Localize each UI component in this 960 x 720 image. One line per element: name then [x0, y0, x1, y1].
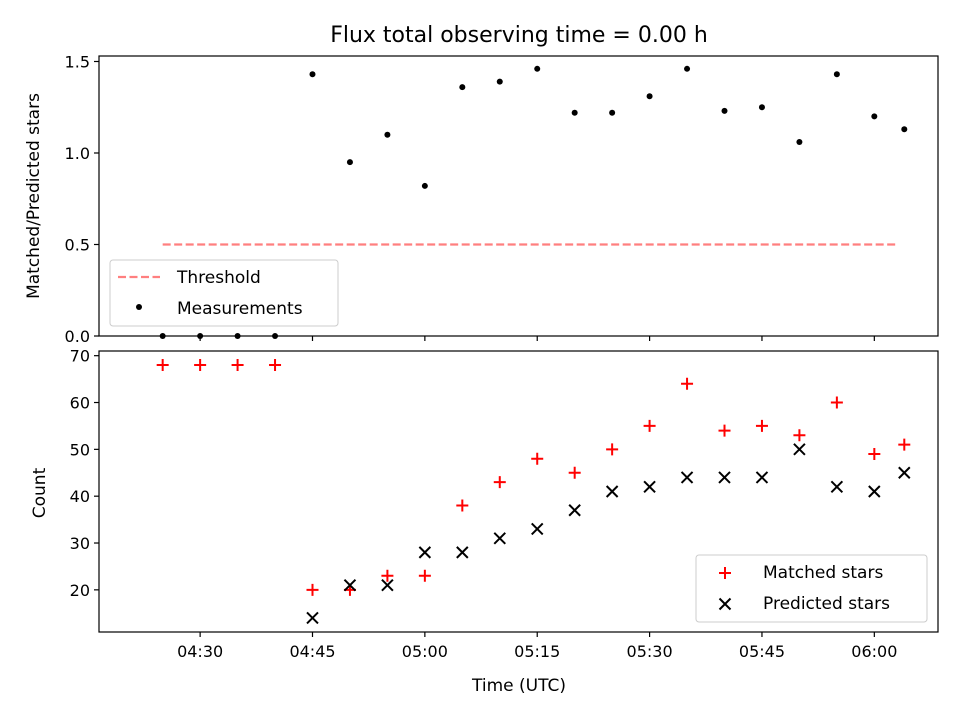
- matched-star-marker: [755, 419, 768, 432]
- measurement-point: [346, 159, 353, 166]
- measurement-point: [421, 182, 428, 189]
- predicted-star-marker: [343, 578, 357, 592]
- matched-star-marker: [381, 569, 394, 582]
- matched-star-marker: [718, 424, 731, 437]
- predicted-star-marker: [868, 485, 881, 498]
- measurement-point: [384, 131, 391, 138]
- legend-measurements-label: Measurements: [177, 299, 303, 319]
- predicted-star-marker: [531, 522, 544, 536]
- matched-star-marker: [830, 396, 843, 409]
- top-ytick-label: 1.5: [65, 52, 90, 71]
- bottom-xtick-label: 05:30: [627, 642, 673, 661]
- legend-predicted-label: Predicted stars: [763, 594, 890, 614]
- legend-threshold-label: Threshold: [176, 268, 261, 288]
- top-ytick-label: 0.0: [65, 327, 90, 346]
- top-ytick-label: 1.0: [65, 144, 90, 163]
- predicted-star-marker: [755, 471, 769, 484]
- bottom-legend-box: [695, 554, 928, 623]
- top-ylabel: Matched/Predicted stars: [24, 93, 44, 299]
- bottom-ytick-label: 70: [70, 347, 90, 366]
- legend-matched-swatch: [719, 567, 731, 579]
- predicted-star-marker: [643, 480, 656, 494]
- bottom-ytick-label: 30: [70, 534, 90, 553]
- bottom-axes-frame: [98, 350, 939, 633]
- matched-star-marker: [269, 359, 282, 372]
- bottom-xtick-label: 04:30: [177, 642, 223, 661]
- measurement-point: [609, 109, 616, 116]
- matched-star-marker: [531, 452, 544, 465]
- matched-star-marker: [898, 438, 911, 451]
- bottom-xlabel: Time (UTC): [471, 676, 566, 696]
- predicted-star-marker: [718, 471, 731, 484]
- bottom-ytick-label: 40: [70, 487, 90, 506]
- bottom-xtick-label: 06:00: [851, 642, 897, 661]
- legend-predicted-swatch: [718, 597, 732, 611]
- measurement-point: [796, 139, 803, 146]
- measurement-point: [459, 84, 466, 91]
- predicted-star-marker: [568, 504, 581, 517]
- predicted-star-marker: [493, 532, 506, 545]
- bottom-ytick-label: 60: [70, 394, 90, 413]
- bottom-xtick-label: 05:00: [402, 642, 448, 661]
- matched-star-marker: [456, 499, 469, 512]
- measurement-point: [901, 126, 908, 133]
- top-legend-box: [109, 259, 339, 327]
- matched-star-marker: [231, 359, 244, 372]
- matched-star-marker: [568, 466, 581, 479]
- measurement-point: [272, 333, 279, 339]
- predicted-star-marker: [680, 471, 694, 484]
- measurement-point: [197, 333, 204, 339]
- matched-star-marker: [681, 377, 694, 390]
- measurement-point: [871, 113, 878, 120]
- legend-measurements-swatch: [136, 304, 142, 310]
- matched-star-marker: [606, 443, 619, 456]
- measurement-point: [646, 93, 653, 100]
- matched-star-marker: [156, 359, 169, 372]
- predicted-star-marker: [456, 546, 469, 559]
- top-axes-frame: [98, 55, 939, 337]
- matched-star-marker: [868, 448, 881, 461]
- measurement-point: [234, 333, 241, 339]
- predicted-star-marker: [381, 578, 394, 592]
- bottom-ytick-label: 50: [70, 440, 90, 459]
- measurement-point: [758, 104, 765, 111]
- bottom-ytick-label: 20: [70, 581, 90, 600]
- matched-star-marker: [493, 476, 506, 489]
- predicted-star-marker: [898, 466, 911, 479]
- bottom-xtick-label: 05:15: [514, 642, 560, 661]
- matched-star-marker: [194, 359, 207, 372]
- measurement-point: [534, 65, 541, 72]
- measurement-point: [833, 71, 840, 78]
- measurement-point: [721, 107, 728, 114]
- measurement-point: [571, 109, 578, 116]
- top-panel: Matched/Predicted stars 0.0 0.5 1.0 1.5 Thre…: [24, 52, 939, 346]
- measurement-point: [496, 78, 503, 85]
- bottom-ylabel: Count: [30, 467, 50, 518]
- bottom-panel: Count Time (UTC) 20 30 40 50 60 70 04:30 04:45 0…: [30, 347, 939, 696]
- predicted-star-marker: [793, 443, 806, 456]
- bottom-xtick-label: 04:45: [289, 642, 335, 661]
- predicted-star-marker: [418, 546, 432, 559]
- top-ytick-label: 0.5: [65, 235, 90, 254]
- legend-matched-label: Matched stars: [763, 563, 883, 583]
- chart-title: Flux total observing time = 0.00 h: [330, 23, 708, 48]
- predicted-star-marker: [306, 611, 319, 625]
- measurement-point: [159, 333, 166, 339]
- matched-star-marker: [793, 429, 806, 442]
- measurement-point: [309, 71, 316, 78]
- bottom-xtick-label: 05:45: [739, 642, 785, 661]
- matched-star-marker: [306, 583, 319, 596]
- matched-star-marker: [418, 569, 431, 582]
- measurement-point: [684, 65, 691, 72]
- predicted-star-marker: [605, 485, 619, 498]
- predicted-star-marker: [830, 480, 844, 494]
- matched-star-marker: [643, 419, 656, 432]
